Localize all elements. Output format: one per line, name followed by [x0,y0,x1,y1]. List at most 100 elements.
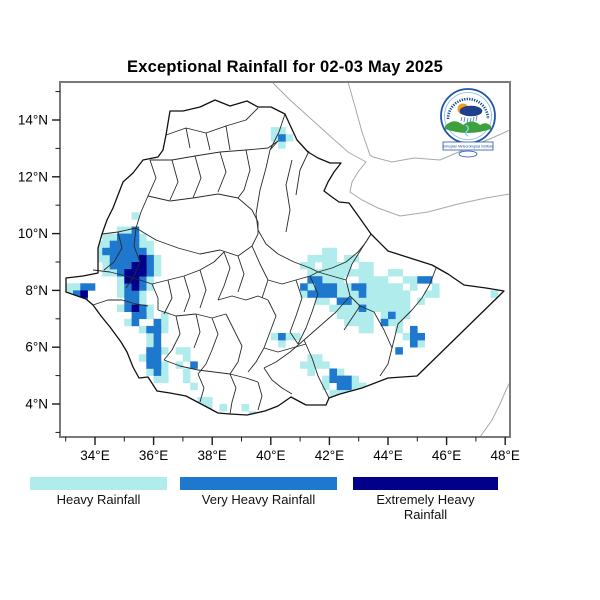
rainfall-cell-heavy [160,318,169,327]
rainfall-cell-very_heavy [153,340,162,348]
rainfall-cell-heavy [351,382,367,391]
rainfall-cell-very_heavy [131,311,147,320]
y-tick-label: 12°N [18,169,48,184]
rainfall-cell-heavy [182,375,191,383]
rainfall-cell-very_heavy [124,304,132,312]
rainfall-cell-heavy [146,340,154,348]
rainfall-cell-heavy [402,333,411,341]
rainfall-cell-very_heavy [146,269,154,277]
rainfall-cell-heavy [73,297,81,305]
rainfall-cell-very_heavy [138,283,147,291]
zone-boundaries [92,107,437,415]
zone-boundaries-south [163,313,293,415]
rainfall-cell-heavy [322,382,330,391]
rainfall-cell-very_heavy [358,290,367,298]
rainfall-cell-heavy [160,368,169,376]
rainfall-cell-heavy [336,283,352,291]
rainfall-cell-heavy [358,325,374,334]
x-tick-label: 48°E [490,448,519,463]
emi-logo: Ethiopian Meteorological Institute [440,88,496,158]
rainfall-cell-heavy [138,325,147,334]
plot-frame [59,81,511,438]
zone-boundaries-west [92,227,227,319]
legend-swatch-heavy [30,477,167,490]
rainfall-cell-heavy [66,283,81,291]
rainfall-cell-heavy [175,347,191,355]
rainfall-cell-heavy [336,311,374,320]
rainfall-cell-heavy [160,325,169,334]
rainfall-cell-heavy [322,361,330,369]
rainfall-cell-heavy [395,325,403,334]
plot-area [65,82,510,437]
river-icon [465,124,469,137]
rainfall-cell-heavy [278,141,286,149]
rainfall-cell-very_heavy [395,347,403,355]
rainfall-cell-heavy [307,283,315,291]
rainfall-cell-heavy [131,212,140,220]
rainfall-cell-very_heavy [351,283,367,291]
rainfall-cell-heavy [95,247,103,256]
rainfall-cell-heavy [285,134,294,142]
x-axis-ticks: 34°E 36°E 38°E 40°E 42°E 44°E 46°E 48°E [65,437,520,463]
rainfall-cell-very_heavy [146,262,154,270]
rainfall-cell-heavy [95,254,110,263]
rainfall-cell-heavy [117,290,125,298]
rainfall-cell-very_heavy [153,368,162,376]
rainfall-cell-heavy [278,340,286,348]
rainfall-cell-very_heavy [146,325,162,334]
rainfall-cell-extremely_heavy [131,304,140,312]
y-tick-label: 14°N [18,113,48,128]
rainfall-cell-heavy [95,240,110,249]
rainfall-cell-heavy [329,304,359,312]
rainfall-cell-heavy [366,283,403,291]
rainfall-cell-very_heavy [278,333,286,341]
x-tick-label: 36°E [139,448,168,463]
rainfall-cell-heavy [307,354,323,362]
y-tick-label: 4°N [25,397,48,412]
rainfall-cell-very_heavy [109,240,140,249]
page-title: Exceptional Rainfall for 02-03 May 2025 [127,58,443,76]
rainfall-cell-heavy [146,304,154,312]
rainfall-cell-very_heavy [314,283,338,291]
rainfall-cell-very_heavy [300,283,308,291]
rainfall-cell-very_heavy [329,375,352,383]
rainfall-cell-heavy [307,254,337,263]
rainfall-cell-heavy [160,311,169,320]
rainfall-cell-heavy [146,368,154,376]
rainfall-cell-very_heavy [117,233,140,241]
rainfall-cell-heavy [424,290,440,298]
rainfall-cell-heavy [146,283,154,291]
legend-swatch-extremely-heavy [353,477,498,490]
rainfall-cell-heavy [270,134,279,142]
rainfall-cell-very_heavy [109,254,140,263]
rainfall-cell-heavy [344,254,360,263]
rainfall-cell-very_heavy [124,297,140,305]
rainfall-cell-heavy [358,262,374,270]
rainfall-cell-heavy [219,404,228,412]
rainfall-cell-heavy [270,127,286,135]
rainfall-cell-very_heavy [124,290,140,298]
rainfall-cell-very_heavy [73,290,81,298]
rainfall-cell-heavy [307,269,352,277]
rainfall-cell-heavy [153,269,162,277]
legend-label-extremely-heavy: Extremely Heavy Rainfall [376,492,475,522]
rainfall-cell-heavy [146,311,154,320]
rainfall-cell-very_heavy [146,254,154,263]
x-tick-label: 34°E [80,448,109,463]
rainfall-cell-heavy [117,304,125,312]
rainfall-cell-heavy [380,311,389,320]
rainfall-cells [66,127,499,415]
rainfall-cell-extremely_heavy [131,283,140,291]
rainfall-cell-very_heavy [417,276,433,284]
zone-boundaries-north [135,107,279,257]
logo-banner [442,141,494,151]
rainfall-cell-extremely_heavy [138,254,147,263]
rainfall-cell-very_heavy [102,247,147,256]
rainfall-cell-heavy [366,304,411,312]
rainfall-cell-very_heavy [336,382,352,391]
zone-boundaries-center [217,245,319,373]
rainfall-cell-extremely_heavy [131,262,147,270]
rainfall-cell-heavy [344,318,374,327]
